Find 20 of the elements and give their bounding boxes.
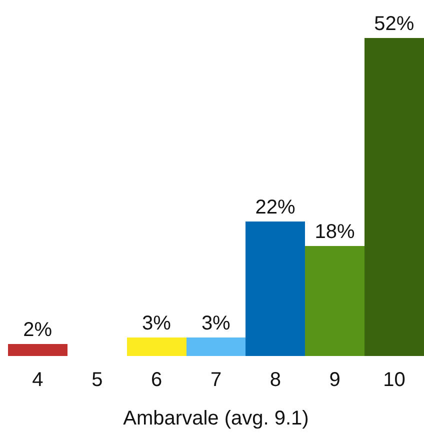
bar <box>8 344 68 356</box>
x-tick-label: 10 <box>383 369 406 391</box>
data-label: 52% <box>374 13 414 35</box>
bar <box>364 38 424 356</box>
data-label: 22% <box>255 196 296 218</box>
bar <box>186 338 246 356</box>
data-label: 3% <box>201 312 231 335</box>
x-tick-label: 8 <box>270 369 281 391</box>
x-tick-label: 7 <box>210 369 222 391</box>
bar <box>246 221 306 356</box>
x-axis-title: Ambarvale (avg. 9.1) <box>123 408 309 430</box>
bar <box>126 338 186 356</box>
data-label: 18% <box>314 220 355 243</box>
x-tick-label: 9 <box>329 369 340 391</box>
x-tick-label: 5 <box>92 369 103 391</box>
x-tick-label: 6 <box>151 369 162 391</box>
x-tick-label: 4 <box>32 369 44 391</box>
data-label: 2% <box>23 318 52 341</box>
bar <box>305 246 365 356</box>
data-label: 3% <box>142 312 172 335</box>
